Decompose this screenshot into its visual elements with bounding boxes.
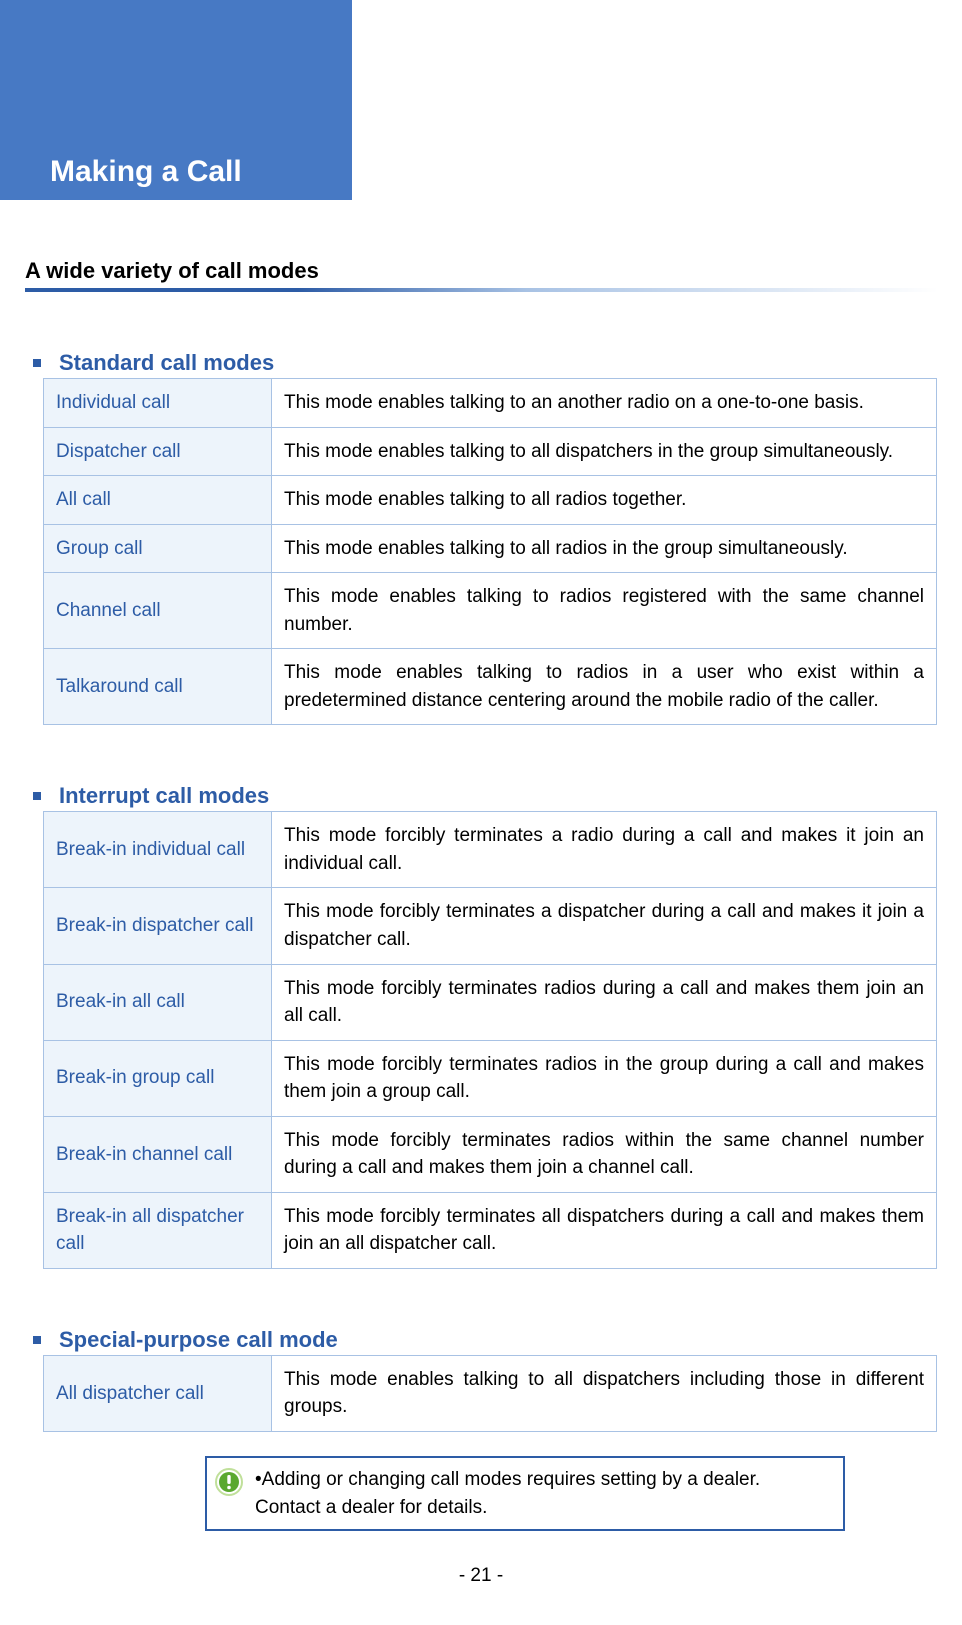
table-row: Break-in group callThis mode forcibly te… — [44, 1040, 937, 1116]
table-row: Group callThis mode enables talking to a… — [44, 524, 937, 573]
mode-desc: This mode forcibly terminates all dispat… — [272, 1192, 937, 1268]
mode-desc: This mode enables talking to all radios … — [272, 524, 937, 573]
note-text: •Adding or changing call modes requires … — [255, 1466, 829, 1521]
mode-label: Break-in group call — [44, 1040, 272, 1116]
subsection-header-row: Standard call modes — [25, 350, 937, 378]
special-modes-table: All dispatcher callThis mode enables tal… — [43, 1355, 937, 1432]
table-row: Talkaround callThis mode enables talking… — [44, 649, 937, 725]
subsection-standard: Standard call modes Individual callThis … — [25, 350, 937, 725]
mode-desc: This mode forcibly terminates radios wit… — [272, 1116, 937, 1192]
subsection-title-interrupt: Interrupt call modes — [59, 783, 269, 809]
table-row: Break-in all dispatcher callThis mode fo… — [44, 1192, 937, 1268]
table-row: Dispatcher callThis mode enables talking… — [44, 427, 937, 476]
mode-desc: This mode forcibly terminates radios dur… — [272, 964, 937, 1040]
mode-label: Break-in all dispatcher call — [44, 1192, 272, 1268]
subsection-special: Special-purpose call mode All dispatcher… — [25, 1327, 937, 1432]
mode-label: Break-in individual call — [44, 812, 272, 888]
alert-icon — [215, 1468, 243, 1496]
subsection-title-special: Special-purpose call mode — [59, 1327, 338, 1353]
section-heading: A wide variety of call modes — [25, 258, 937, 292]
table-row: All callThis mode enables talking to all… — [44, 476, 937, 525]
mode-desc: This mode enables talking to an another … — [272, 379, 937, 428]
mode-label: Dispatcher call — [44, 427, 272, 476]
chapter-tab: Making a Call — [0, 0, 352, 200]
bullet-icon — [33, 359, 41, 367]
interrupt-modes-table: Break-in individual callThis mode forcib… — [43, 811, 937, 1269]
mode-desc: This mode enables talking to radios regi… — [272, 573, 937, 649]
mode-desc: This mode enables talking to all dispatc… — [272, 1355, 937, 1431]
mode-desc: This mode forcibly terminates a radio du… — [272, 812, 937, 888]
mode-label: Channel call — [44, 573, 272, 649]
note-body: Adding or changing call modes requires s… — [255, 1469, 760, 1518]
mode-label: Break-in dispatcher call — [44, 888, 272, 964]
note-bullet: • — [255, 1469, 262, 1490]
mode-desc: This mode enables talking to all dispatc… — [272, 427, 937, 476]
mode-label: All call — [44, 476, 272, 525]
mode-desc: This mode enables talking to radios in a… — [272, 649, 937, 725]
chapter-title: Making a Call — [50, 155, 242, 189]
note-box: •Adding or changing call modes requires … — [205, 1456, 845, 1531]
mode-desc: This mode enables talking to all radios … — [272, 476, 937, 525]
table-row: Break-in individual callThis mode forcib… — [44, 812, 937, 888]
table-row: Break-in dispatcher callThis mode forcib… — [44, 888, 937, 964]
bullet-icon — [33, 792, 41, 800]
page-number: - 21 - — [0, 1565, 962, 1587]
table-row: Break-in all callThis mode forcibly term… — [44, 964, 937, 1040]
standard-modes-table: Individual callThis mode enables talking… — [43, 378, 937, 725]
subsection-header-row: Special-purpose call mode — [25, 1327, 937, 1355]
table-row: Individual callThis mode enables talking… — [44, 379, 937, 428]
mode-label: All dispatcher call — [44, 1355, 272, 1431]
table-row: Break-in channel callThis mode forcibly … — [44, 1116, 937, 1192]
subsection-interrupt: Interrupt call modes Break-in individual… — [25, 783, 937, 1269]
mode-label: Group call — [44, 524, 272, 573]
mode-label: Break-in channel call — [44, 1116, 272, 1192]
table-row: All dispatcher callThis mode enables tal… — [44, 1355, 937, 1431]
subsection-header-row: Interrupt call modes — [25, 783, 937, 811]
table-row: Channel callThis mode enables talking to… — [44, 573, 937, 649]
bullet-icon — [33, 1336, 41, 1344]
subsection-title-standard: Standard call modes — [59, 350, 274, 376]
mode-label: Talkaround call — [44, 649, 272, 725]
mode-desc: This mode forcibly terminates a dispatch… — [272, 888, 937, 964]
mode-label: Individual call — [44, 379, 272, 428]
mode-label: Break-in all call — [44, 964, 272, 1040]
page-content: A wide variety of call modes Standard ca… — [25, 258, 937, 1531]
mode-desc: This mode forcibly terminates radios in … — [272, 1040, 937, 1116]
